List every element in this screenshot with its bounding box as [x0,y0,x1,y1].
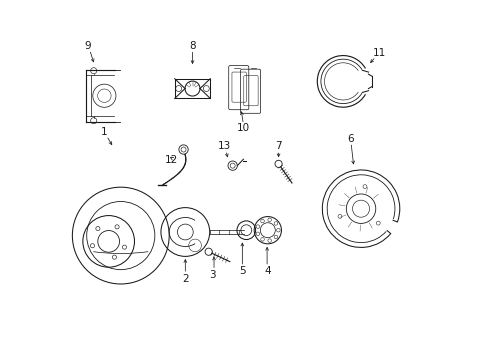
Text: 12: 12 [164,155,177,165]
Text: 6: 6 [346,134,353,144]
Text: 2: 2 [182,274,188,284]
Text: 8: 8 [189,41,195,50]
Text: 13: 13 [217,141,230,151]
Text: 7: 7 [275,141,281,151]
Circle shape [274,160,282,167]
Text: 10: 10 [236,123,249,133]
Circle shape [179,145,188,154]
Text: 4: 4 [264,266,270,276]
Text: 9: 9 [84,41,91,50]
Text: 11: 11 [371,48,385,58]
Text: 5: 5 [239,266,245,276]
Circle shape [204,248,212,255]
Text: 3: 3 [208,270,215,280]
Text: 1: 1 [101,127,107,136]
